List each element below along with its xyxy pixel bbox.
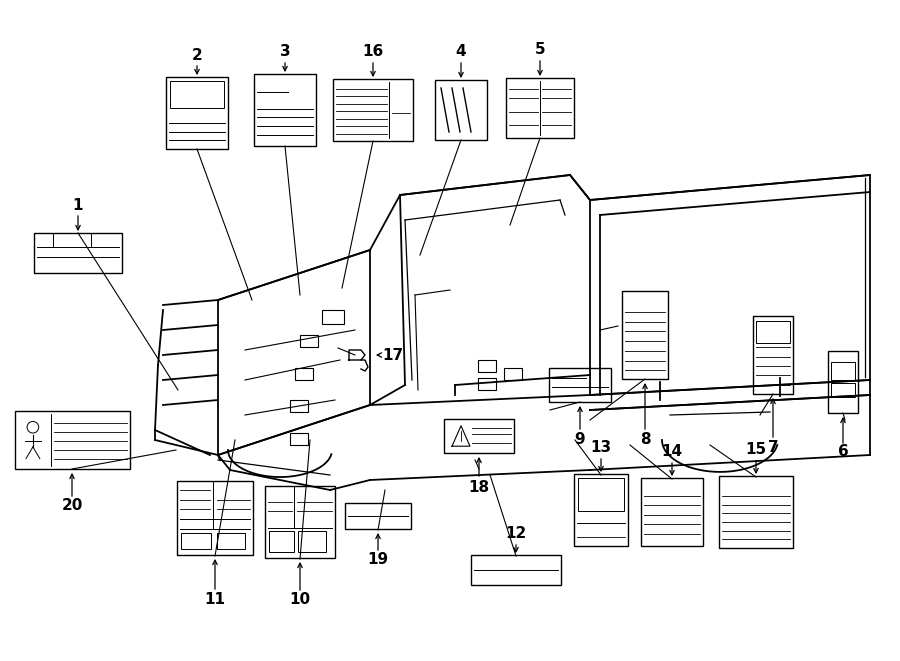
Text: 20: 20 [61, 498, 83, 514]
Text: 9: 9 [575, 432, 585, 447]
Bar [166, 77, 228, 149]
Text: 8: 8 [640, 432, 651, 447]
Bar [574, 474, 628, 546]
Text: 19: 19 [367, 553, 389, 568]
Bar [14, 411, 130, 469]
Bar [753, 316, 793, 394]
Bar [471, 555, 561, 585]
Bar [549, 368, 611, 402]
Bar [831, 362, 855, 379]
Text: 10: 10 [290, 592, 310, 607]
Text: 12: 12 [506, 527, 526, 541]
Bar [828, 351, 858, 413]
Text: 7: 7 [768, 440, 778, 455]
Bar [170, 81, 224, 108]
Bar [322, 310, 344, 324]
Bar [478, 360, 496, 372]
Bar [290, 433, 308, 445]
Bar [290, 400, 308, 412]
Bar [34, 233, 122, 273]
Text: 14: 14 [662, 444, 682, 459]
Bar [217, 533, 245, 549]
Bar [269, 531, 293, 551]
Text: 3: 3 [280, 44, 291, 59]
Text: 16: 16 [363, 44, 383, 59]
Text: 17: 17 [382, 348, 403, 362]
Bar [298, 531, 326, 551]
Text: 15: 15 [745, 442, 767, 457]
Bar [300, 335, 318, 347]
Bar [506, 78, 574, 138]
Bar [641, 478, 703, 546]
Bar [622, 291, 668, 379]
Bar [478, 378, 496, 390]
Bar [181, 533, 211, 549]
Bar [719, 476, 793, 548]
Text: 18: 18 [468, 479, 490, 494]
Bar [831, 383, 855, 397]
Text: 1: 1 [73, 198, 83, 212]
Text: 2: 2 [192, 48, 202, 63]
Text: 6: 6 [838, 444, 849, 459]
Bar [333, 79, 413, 141]
Bar [265, 486, 335, 558]
Text: 13: 13 [590, 440, 612, 455]
Bar [295, 368, 313, 380]
Text: 5: 5 [535, 42, 545, 58]
Bar [435, 80, 487, 140]
Bar [177, 481, 253, 555]
Bar [254, 74, 316, 146]
Bar [504, 368, 522, 380]
Bar [444, 419, 514, 453]
Text: 4: 4 [455, 44, 466, 59]
Bar [345, 503, 411, 529]
Text: 11: 11 [204, 592, 226, 607]
Bar [756, 321, 790, 342]
Bar [578, 479, 624, 512]
